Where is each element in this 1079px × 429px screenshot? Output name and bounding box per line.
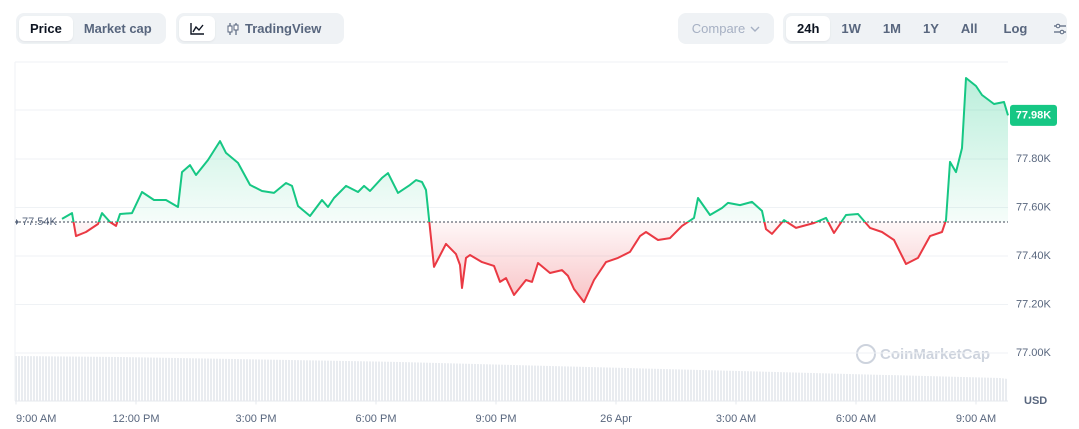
y-tick-label: 77.80K xyxy=(1016,153,1052,165)
compare-label: Compare xyxy=(681,16,771,41)
x-tick-label: 26 Apr xyxy=(600,413,632,425)
last-price-box xyxy=(1010,104,1057,126)
x-tick-label: 9:00 AM xyxy=(956,413,996,425)
compare-text: Compare xyxy=(691,21,746,36)
x-tick-label: 9:00 PM xyxy=(476,413,517,425)
tab-price[interactable]: Price xyxy=(19,16,73,41)
watermark-text: CoinMarketCap xyxy=(880,346,990,363)
y-tick-label: 77.40K xyxy=(1016,250,1052,262)
log-toggle[interactable]: Log xyxy=(1003,21,1028,36)
range-1m[interactable]: 1M xyxy=(882,21,901,36)
line-chart-button[interactable] xyxy=(179,16,215,41)
last-price-label: 77.98K xyxy=(1016,109,1052,121)
y-tick-label: 77.00K xyxy=(1016,347,1052,359)
tab-market-cap[interactable]: Market cap xyxy=(83,21,152,36)
y-tick-label: 77.60K xyxy=(1016,201,1052,213)
x-tick-label: 3:00 PM xyxy=(236,413,277,425)
x-tick-label: 6:00 PM xyxy=(356,413,397,425)
price-line xyxy=(61,77,1009,304)
settings-button[interactable] xyxy=(1042,16,1078,41)
settings-icon xyxy=(1054,23,1067,34)
area-fill xyxy=(62,78,1008,303)
range-24h[interactable]: 24h xyxy=(786,16,831,41)
watermark: CoinMarketCap xyxy=(856,344,990,364)
x-tick-label: 9:00 AM xyxy=(16,413,56,425)
tradingview-label: TradingView xyxy=(245,21,322,36)
range-all[interactable]: All xyxy=(960,21,978,36)
line-icon xyxy=(190,22,204,35)
view-tabs: Price Market cap xyxy=(16,13,166,44)
baseline-label: 77.54K xyxy=(22,216,58,228)
range-1y[interactable]: 1Y xyxy=(922,21,939,36)
candle-icon xyxy=(227,22,239,35)
y-tick-label: 77.20K xyxy=(1016,298,1052,310)
x-tick-label: 12:00 PM xyxy=(112,413,159,425)
x-tick-label: 6:00 AM xyxy=(836,413,876,425)
baseline-marker xyxy=(16,219,19,226)
chart-tools: TradingView xyxy=(176,13,344,44)
x-tick-label: 3:00 AM xyxy=(716,413,756,425)
compare-dropdown[interactable]: Compare xyxy=(678,13,774,44)
range-1w[interactable]: 1W xyxy=(841,21,861,36)
chevron xyxy=(750,26,760,32)
currency-label: USD xyxy=(1024,395,1047,407)
tradingview-button[interactable]: TradingView xyxy=(215,16,332,41)
volume-background xyxy=(15,356,1008,401)
range-tabs: 24h 1W 1M 1Y All Log xyxy=(783,13,1067,44)
